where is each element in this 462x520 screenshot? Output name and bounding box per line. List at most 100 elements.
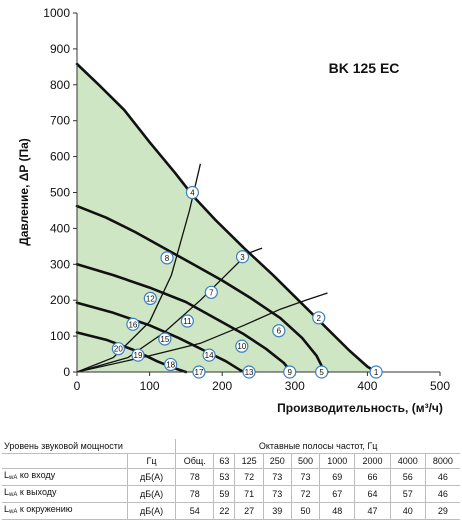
point-marker: 8 xyxy=(160,251,174,265)
freq-500: 500 xyxy=(290,453,321,469)
freq-4000: 4000 xyxy=(389,453,426,469)
point-marker: 15 xyxy=(158,332,172,346)
row-unit: дБ(А) xyxy=(126,468,177,486)
table-row: LwA к выходу дБ(А) 78 59 71 73 72 67 64 … xyxy=(2,485,460,503)
row-total: 54 xyxy=(175,502,215,520)
point-marker: 14 xyxy=(202,348,216,362)
fan-curve xyxy=(75,204,329,374)
point-marker-label: 11 xyxy=(183,317,192,326)
point-marker: 9 xyxy=(283,365,297,379)
point-marker-circle xyxy=(202,348,216,362)
point-marker: 17 xyxy=(192,365,206,379)
point-marker-label: 9 xyxy=(287,368,292,377)
y-tick-label: 400 xyxy=(50,221,70,235)
y-tick-label: 800 xyxy=(50,78,70,92)
table-header-row: Уровень звуковой мощности Октавные полос… xyxy=(2,439,460,454)
point-marker: 16 xyxy=(126,317,140,331)
row-total: 78 xyxy=(175,485,215,503)
cell: 64 xyxy=(354,485,391,503)
point-marker-circle xyxy=(272,324,286,338)
cell: 72 xyxy=(234,468,264,486)
point-marker-circle xyxy=(242,365,256,379)
point-marker-label: 8 xyxy=(165,254,170,263)
x-tick-label: 300 xyxy=(285,379,305,393)
freq-2000: 2000 xyxy=(354,453,391,469)
point-marker: 20 xyxy=(111,342,125,356)
chart-title: BK 125 EC xyxy=(329,60,400,76)
cell: 39 xyxy=(262,502,292,520)
cell: 46 xyxy=(424,468,460,486)
x-tick-label: 100 xyxy=(140,379,160,393)
point-marker-circle xyxy=(312,311,326,325)
cell: 22 xyxy=(213,502,236,520)
point-marker-label: 10 xyxy=(237,342,246,351)
fan-curves xyxy=(75,62,378,374)
x-tick-label: 0 xyxy=(74,379,81,393)
y-tick-label: 500 xyxy=(50,186,70,200)
point-marker-circle xyxy=(164,357,178,372)
cell: 67 xyxy=(319,485,356,503)
point-marker-circle xyxy=(185,185,200,200)
cell: 71 xyxy=(234,485,264,503)
cell: 73 xyxy=(262,468,292,486)
y-tick-label: 300 xyxy=(50,257,70,271)
point-marker: 3 xyxy=(235,250,250,264)
point-marker-circle xyxy=(126,317,140,331)
total-label: Общ. xyxy=(175,453,215,469)
y-tick-label: 1000 xyxy=(43,6,70,20)
table-row: LwA ко входу дБ(А) 78 53 72 73 73 69 66 … xyxy=(2,468,460,486)
x-axis-label: Производительность, (м³/ч) xyxy=(277,401,443,415)
cell: 59 xyxy=(213,485,236,503)
row-label: LwA к окружению xyxy=(2,502,128,520)
point-marker: 2 xyxy=(312,311,326,325)
point-marker-circle xyxy=(131,348,145,362)
x-tick-label: 500 xyxy=(430,379,450,393)
cell: 57 xyxy=(389,485,426,503)
point-marker-label: 5 xyxy=(319,368,324,377)
point-marker-circle xyxy=(235,250,250,264)
point-marker: 7 xyxy=(204,285,218,299)
fan-curve xyxy=(75,331,188,374)
x-tick-label: 400 xyxy=(357,379,377,393)
point-marker: 12 xyxy=(143,291,157,306)
point-marker-circle xyxy=(315,365,329,379)
cell: 66 xyxy=(354,468,391,486)
point-marker-label: 19 xyxy=(134,351,143,360)
point-marker-circle xyxy=(158,332,172,346)
point-marker: 6 xyxy=(272,324,286,338)
y-tick-label: 700 xyxy=(50,114,70,128)
point-marker-label: 12 xyxy=(146,294,155,303)
row-label: LwA к выходу xyxy=(2,485,128,503)
y-tick-label: 0 xyxy=(63,365,70,379)
freq-125: 125 xyxy=(234,453,264,469)
point-marker-label: 4 xyxy=(190,189,195,198)
point-marker: 1 xyxy=(369,365,383,379)
y-tick-label: 100 xyxy=(50,329,70,343)
point-marker-circle xyxy=(180,314,194,328)
cell: 56 xyxy=(389,468,426,486)
x-tick-labels: 0 100 200 300 400 500 xyxy=(74,379,451,393)
point-marker-label: 16 xyxy=(128,320,137,329)
point-marker-label: 18 xyxy=(166,360,175,369)
row-unit: дБ(А) xyxy=(126,485,177,503)
axis-grid xyxy=(73,12,441,376)
freq-1000: 1000 xyxy=(319,453,356,469)
point-marker-circle xyxy=(143,291,157,306)
y-tick-label: 600 xyxy=(50,150,70,164)
point-marker-circle xyxy=(204,285,218,299)
system-curve xyxy=(76,163,202,373)
cell: 53 xyxy=(213,468,236,486)
point-marker-label: 13 xyxy=(245,368,254,377)
point-marker: 18 xyxy=(164,357,178,372)
freq-250: 250 xyxy=(262,453,292,469)
point-marker-circle xyxy=(283,365,297,379)
point-marker-label: 15 xyxy=(160,335,169,344)
point-marker-label: 6 xyxy=(277,327,282,336)
y-tick-label: 200 xyxy=(50,293,70,307)
row-label: LwA ко входу xyxy=(2,468,128,486)
y-tick-label: 900 xyxy=(50,42,70,56)
point-marker: 19 xyxy=(131,348,145,362)
cell: 73 xyxy=(262,485,292,503)
